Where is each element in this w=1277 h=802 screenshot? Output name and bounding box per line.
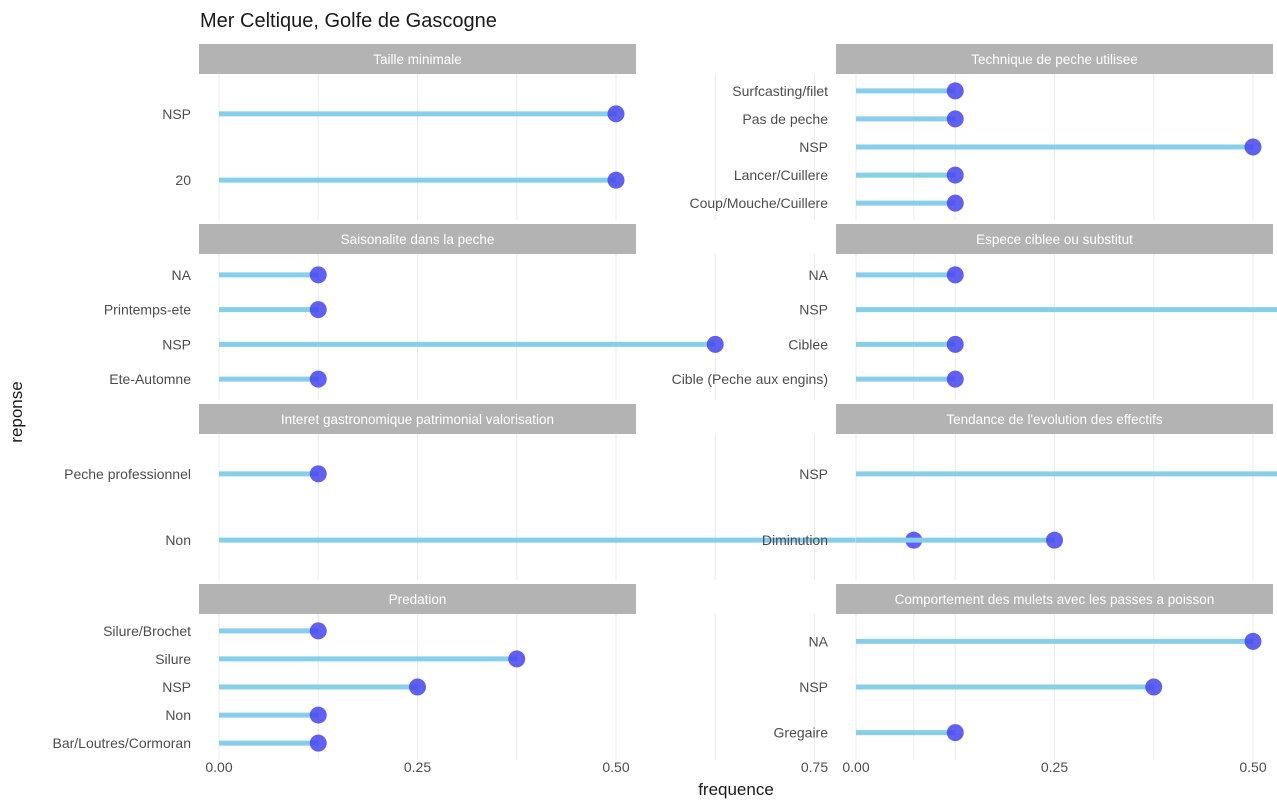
facet-strip	[836, 404, 1273, 434]
facet-panel: Interet gastronomique patrimonial valori…	[64, 404, 923, 580]
lollipop-point	[309, 706, 327, 724]
lollipop-point	[508, 650, 526, 668]
y-tick-label: Ciblee	[788, 336, 828, 352]
x-tick-label: 0.50	[1239, 759, 1266, 775]
lollipop-point	[946, 110, 964, 128]
facet-strip-label: Technique de peche utilisee	[971, 52, 1138, 67]
lollipop-point	[1244, 632, 1262, 650]
lollipop-point	[946, 724, 964, 742]
lollipop-point	[309, 301, 327, 319]
y-tick-label: Lancer/Cuillere	[734, 167, 828, 183]
y-tick-label: NA	[172, 267, 192, 283]
y-tick-label: NSP	[162, 106, 191, 122]
y-tick-label: NSP	[799, 679, 828, 695]
facet-strip-label: Comportement des mulets avec les passes …	[895, 592, 1215, 607]
y-tick-label: Ete-Automne	[109, 371, 191, 387]
lollipop-point	[309, 370, 327, 388]
lollipop-point	[946, 166, 964, 184]
y-tick-label: Peche professionnel	[64, 466, 191, 482]
lollipop-point	[1145, 678, 1163, 696]
y-tick-label: Silure	[155, 651, 191, 667]
x-tick-label: 0.00	[842, 759, 869, 775]
facet-panel: Taille minimale NSP 20	[162, 44, 915, 220]
lollipop-point	[1244, 138, 1262, 156]
lollipop-point	[607, 171, 625, 189]
facet-strip	[199, 44, 636, 74]
facet-panel: Tendance de l'evolution des effectifs NSP…	[762, 404, 1277, 580]
y-tick-label: Non	[165, 532, 191, 548]
y-tick-label: Printemps-ete	[104, 302, 191, 318]
x-tick-label: 0.25	[1041, 759, 1068, 775]
facet-strip	[199, 224, 636, 254]
facet-strip-label: Taille minimale	[373, 52, 462, 67]
facet-strip-label: Espece ciblee ou substitut	[976, 232, 1133, 247]
lollipop-point	[946, 194, 964, 212]
facet-strip	[836, 584, 1273, 614]
lollipop-point	[309, 734, 327, 752]
x-axis-title: frequence	[698, 780, 774, 799]
y-tick-label: Silure/Brochet	[103, 623, 191, 639]
lollipop-point	[946, 335, 964, 353]
facet-panel: Technique de peche utilisee Surfcasting/f…	[689, 44, 1273, 220]
y-tick-label: 20	[175, 172, 191, 188]
facet-strip	[836, 224, 1273, 254]
x-tick-label: 0.75	[801, 759, 828, 775]
y-tick-label: NSP	[162, 336, 191, 352]
lollipop-point	[607, 105, 625, 123]
facet-strip	[199, 404, 636, 434]
y-tick-label: NSP	[799, 139, 828, 155]
y-tick-label: Pas de peche	[742, 111, 828, 127]
y-tick-label: Coup/Mouche/Cuillere	[689, 195, 828, 211]
lollipop-point	[309, 266, 327, 284]
y-tick-label: Non	[165, 707, 191, 723]
facet-panel: Espece ciblee ou substitut NA NSP Ciblee Cib…	[672, 224, 1277, 400]
y-tick-label: Diminution	[762, 532, 828, 548]
y-tick-label: NSP	[162, 679, 191, 695]
facet-panel: Saisonalite dans la peche NA Printemps-ete…	[104, 224, 915, 400]
facet-strip	[836, 44, 1273, 74]
facet-strip-label: Interet gastronomique patrimonial valori…	[281, 412, 554, 427]
facet-panels: Taille minimale NSP 20 Technique de peche u…	[52, 44, 1277, 775]
y-tick-label: NA	[809, 633, 829, 649]
y-tick-label: Gregaire	[774, 725, 829, 741]
chart-title: Mer Celtique, Golfe de Gascogne	[200, 10, 497, 32]
y-tick-label: NA	[809, 267, 829, 283]
facet-strip-label: Predation	[389, 592, 447, 607]
x-tick-label: 0.50	[602, 759, 629, 775]
y-axis-title: reponse	[7, 381, 26, 442]
facet-panel: Comportement des mulets avec les passes …	[774, 584, 1273, 775]
facet-strip-label: Saisonalite dans la peche	[341, 232, 495, 247]
lollipop-point	[1046, 531, 1063, 549]
lollipop-point	[309, 622, 327, 640]
lollipop-point	[946, 266, 964, 284]
y-tick-label: Bar/Loutres/Cormoran	[52, 735, 191, 751]
lollipop-point	[946, 370, 964, 388]
x-tick-label: 0.00	[205, 759, 232, 775]
y-tick-label: NSP	[799, 466, 828, 482]
facet-panel: Predation Silure/Brochet Silure NSP Non Bar/L…	[52, 584, 915, 775]
lollipop-point	[409, 678, 426, 696]
facet-strip-label: Tendance de l'evolution des effectifs	[946, 412, 1162, 427]
y-tick-label: Surfcasting/filet	[732, 83, 828, 99]
lollipop-point	[309, 465, 327, 483]
lollipop-point	[946, 82, 964, 100]
facet-strip	[199, 584, 636, 614]
x-tick-label: 0.25	[404, 759, 431, 775]
lollipop-point	[706, 335, 724, 353]
y-tick-label: Cible (Peche aux engins)	[672, 371, 828, 387]
y-tick-label: NSP	[799, 302, 828, 318]
